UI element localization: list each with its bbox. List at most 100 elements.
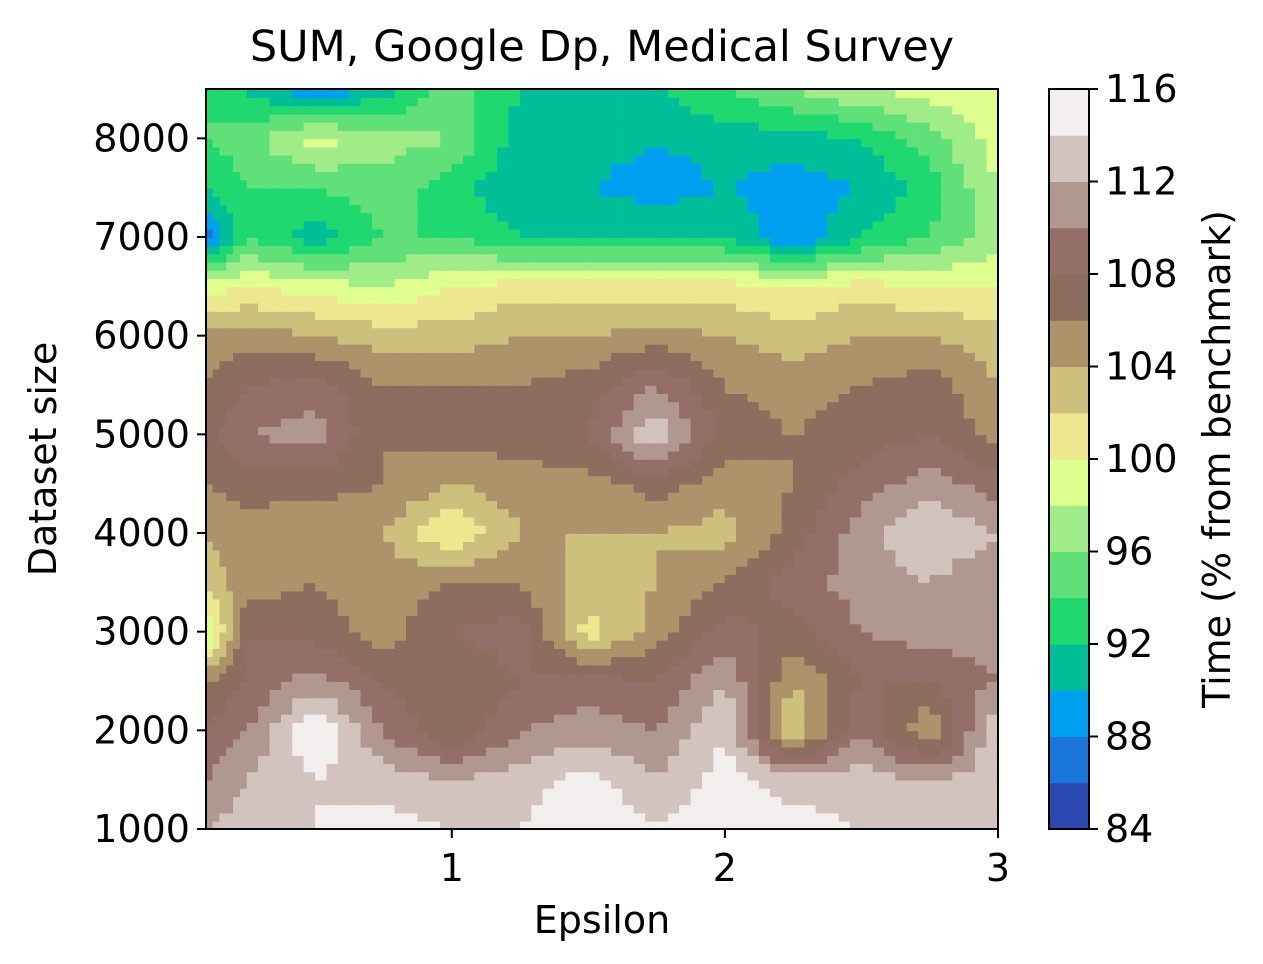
colorbar-tick-label: 112: [1105, 160, 1178, 204]
y-tick-label: 5000: [93, 412, 190, 456]
contour-cell: [519, 89, 590, 140]
contour-cell: [383, 89, 453, 140]
contour-cell: [861, 532, 931, 584]
contour-cell: [246, 631, 317, 682]
contour-cell: [206, 236, 248, 288]
colorbar-label: Time (% from benchmark): [1195, 210, 1239, 709]
contour-cell: [861, 236, 931, 288]
colorbar-band: [1049, 320, 1089, 367]
colorbar-band: [1049, 782, 1089, 830]
contour-cell: [588, 335, 658, 386]
contour-cell: [206, 730, 248, 781]
contour-cell: [724, 286, 794, 337]
contour-cell: [656, 532, 726, 584]
contour-cell: [315, 335, 385, 386]
colorbar-band: [1049, 736, 1089, 784]
contour-cell: [929, 680, 998, 732]
contour-cell: [861, 730, 931, 781]
contour-cell: [246, 582, 317, 633]
contour-cell: [519, 582, 590, 633]
contour-cell: [519, 779, 590, 829]
colorbar-tick-label: 88: [1105, 715, 1153, 759]
contour-cell: [861, 631, 931, 682]
contour-cell: [315, 680, 385, 732]
contour-cell: [315, 582, 385, 633]
contour-cell: [588, 532, 658, 584]
contour-cell: [383, 434, 453, 485]
contour-cell: [246, 138, 317, 189]
y-tick-label: 2000: [93, 708, 190, 752]
contour-cell: [451, 335, 521, 386]
colorbar-band: [1049, 274, 1089, 321]
contour-cell: [246, 187, 317, 238]
contour-cell: [724, 335, 794, 386]
contour-cell: [929, 532, 998, 584]
y-axis-label: Dataset size: [21, 342, 65, 577]
contour-cell: [724, 631, 794, 682]
contour-cell: [656, 335, 726, 386]
contour-cell: [929, 779, 998, 829]
contour-cell: [588, 680, 658, 732]
contour-cell: [588, 138, 658, 189]
contour-cell: [792, 187, 863, 238]
contour-cell: [315, 631, 385, 682]
contour-cell: [315, 384, 385, 436]
contour-cell: [519, 631, 590, 682]
contour-cell: [724, 532, 794, 584]
contour-cell: [383, 730, 453, 781]
contour-cell: [206, 631, 248, 682]
x-axis: 1 2 3: [440, 829, 1010, 890]
contour-cell: [724, 730, 794, 781]
contour-cell: [315, 89, 385, 140]
contour-cell: [792, 680, 863, 732]
contour-cell: [451, 483, 521, 534]
contour-cell: [792, 434, 863, 485]
contour-cell: [246, 532, 317, 584]
contour-cell: [588, 582, 658, 633]
contour-cell: [315, 779, 385, 829]
colorbar-band: [1049, 690, 1089, 737]
contour-cell: [724, 582, 794, 633]
contour-cell: [519, 680, 590, 732]
contour-cell: [792, 236, 863, 288]
contour-cell: [519, 138, 590, 189]
x-axis-label: Epsilon: [534, 898, 670, 942]
contour-cell: [519, 187, 590, 238]
contour-cell: [451, 138, 521, 189]
contour-cell: [724, 384, 794, 436]
contour-cell: [519, 236, 590, 288]
contour-cell: [861, 187, 931, 238]
contour-cell: [451, 631, 521, 682]
contour-cell: [451, 89, 521, 140]
contour-cell: [861, 582, 931, 633]
contour-cell: [206, 335, 248, 386]
contour-cell: [792, 483, 863, 534]
contour-cell: [656, 384, 726, 436]
contour-cell: [861, 680, 931, 732]
colorbar-tick-label: 84: [1105, 807, 1153, 851]
contour-cell: [588, 187, 658, 238]
contour-cell: [792, 779, 863, 829]
colorbar-tick-label: 92: [1105, 622, 1153, 666]
contour-cell: [861, 483, 931, 534]
contour-cell: [656, 236, 726, 288]
contour-cell: [724, 483, 794, 534]
contour-cell: [656, 730, 726, 781]
contour-cell: [383, 582, 453, 633]
contour-cell: [246, 384, 317, 436]
contour-cell: [246, 434, 317, 485]
contour-cell: [519, 434, 590, 485]
contour-cell: [792, 582, 863, 633]
contour-cell: [656, 89, 726, 140]
contour-cell: [656, 286, 726, 337]
contour-cell: [315, 434, 385, 485]
contour-cell: [315, 187, 385, 238]
contour-cell: [724, 187, 794, 238]
contour-cell: [929, 384, 998, 436]
contour-cell: [588, 631, 658, 682]
contour-field: [206, 89, 998, 829]
contour-cell: [383, 779, 453, 829]
contour-cell: [451, 434, 521, 485]
plot-frame: [205, 88, 999, 830]
